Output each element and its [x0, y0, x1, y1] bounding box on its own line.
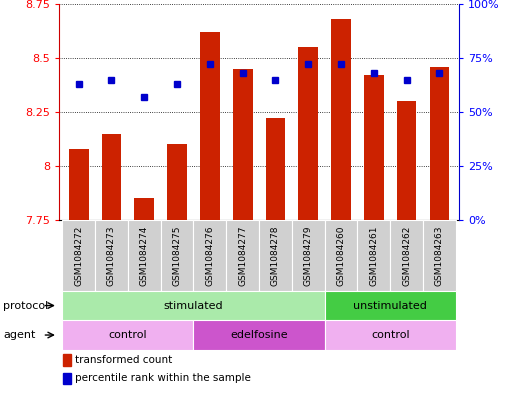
Bar [62, 220, 95, 291]
Bar [69, 149, 89, 220]
Text: unstimulated: unstimulated [353, 301, 427, 310]
Text: GSM1084274: GSM1084274 [140, 226, 149, 286]
Bar [161, 220, 193, 291]
Bar [167, 144, 187, 220]
Text: GSM1084275: GSM1084275 [172, 226, 182, 286]
Bar [397, 101, 417, 220]
Text: GSM1084277: GSM1084277 [238, 226, 247, 286]
Text: agent: agent [3, 330, 35, 340]
Bar [259, 220, 292, 291]
Text: GSM1084279: GSM1084279 [304, 226, 313, 286]
Text: GSM1084261: GSM1084261 [369, 226, 379, 286]
Text: GSM1084273: GSM1084273 [107, 226, 116, 286]
Text: stimulated: stimulated [164, 301, 223, 310]
Bar [226, 220, 259, 291]
Text: GSM1084278: GSM1084278 [271, 226, 280, 286]
Bar [358, 220, 390, 291]
Text: GSM1084260: GSM1084260 [337, 226, 346, 286]
Text: control: control [371, 330, 409, 340]
Bar [325, 291, 456, 320]
Bar [331, 19, 351, 220]
Bar [364, 75, 384, 220]
Text: edelfosine: edelfosine [230, 330, 288, 340]
Text: protocol: protocol [3, 301, 48, 310]
Bar [325, 220, 358, 291]
Bar [63, 373, 71, 384]
Bar [200, 32, 220, 220]
Bar [423, 220, 456, 291]
Bar [266, 118, 285, 220]
Bar [62, 291, 325, 320]
Bar [95, 220, 128, 291]
Bar [128, 220, 161, 291]
Text: control: control [109, 330, 147, 340]
Text: GSM1084276: GSM1084276 [205, 226, 214, 286]
Bar [292, 220, 325, 291]
Bar [299, 47, 318, 220]
Text: GSM1084272: GSM1084272 [74, 226, 83, 286]
Text: percentile rank within the sample: percentile rank within the sample [75, 373, 251, 384]
Bar [193, 220, 226, 291]
Text: GSM1084263: GSM1084263 [435, 226, 444, 286]
Bar [134, 198, 154, 220]
Bar [429, 66, 449, 220]
Bar [102, 134, 121, 220]
Bar [233, 69, 252, 220]
Bar [325, 320, 456, 350]
Bar [63, 354, 71, 366]
Bar [193, 320, 325, 350]
Bar [62, 320, 193, 350]
Text: transformed count: transformed count [75, 355, 172, 365]
Text: GSM1084262: GSM1084262 [402, 226, 411, 286]
Bar [390, 220, 423, 291]
